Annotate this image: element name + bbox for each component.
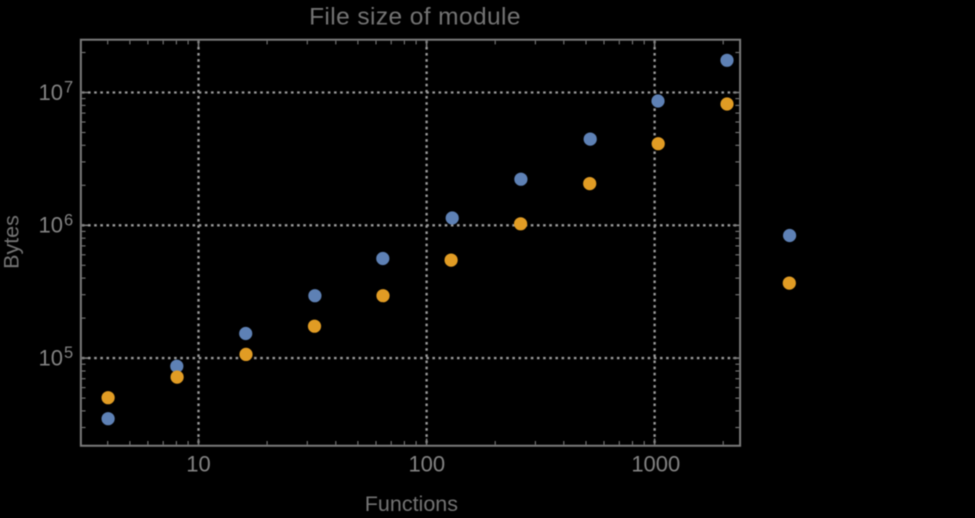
svg-text:7: 7 bbox=[64, 79, 73, 97]
svg-text:Bytes: Bytes bbox=[0, 215, 24, 269]
svg-text:6: 6 bbox=[64, 211, 73, 229]
svg-text:10: 10 bbox=[39, 213, 63, 238]
svg-text:Functions: Functions bbox=[365, 492, 458, 513]
svg-text:10: 10 bbox=[39, 346, 63, 371]
svg-text:10: 10 bbox=[39, 80, 63, 105]
svg-text:10: 10 bbox=[186, 452, 210, 477]
svg-text:1000: 1000 bbox=[631, 452, 680, 477]
svg-text:5: 5 bbox=[64, 344, 73, 362]
svg-text:File size of module: File size of module bbox=[309, 4, 521, 31]
svg-text:100: 100 bbox=[408, 452, 445, 477]
